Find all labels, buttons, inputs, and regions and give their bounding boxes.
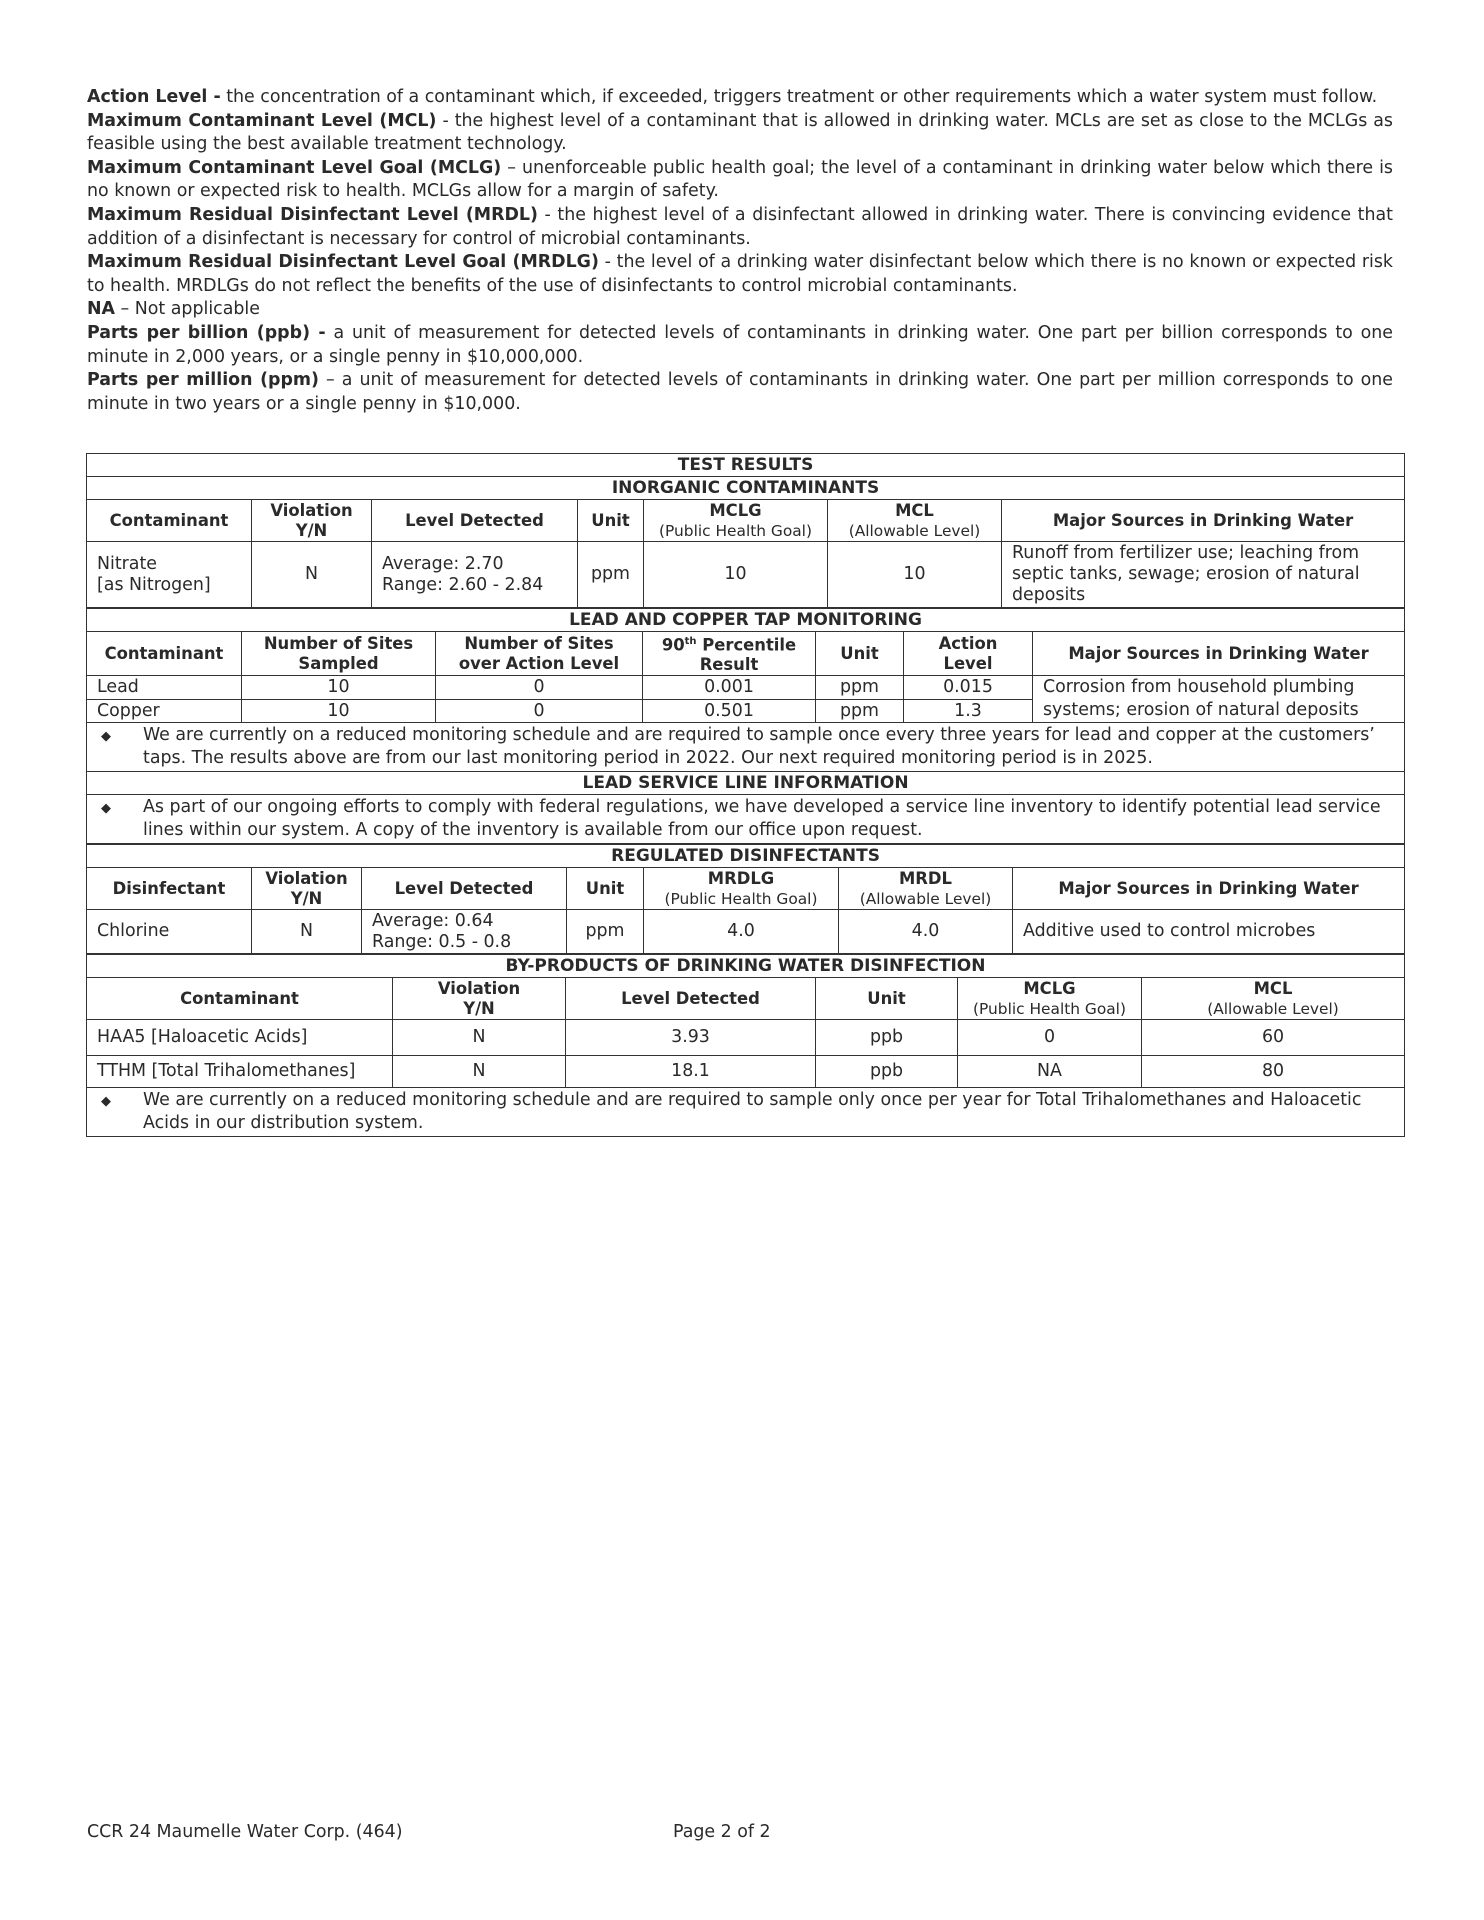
diamond-bullet-icon: ◆ — [101, 1094, 111, 1110]
definition: NA – Not applicable — [87, 299, 260, 320]
column-header: Level Detected — [565, 977, 816, 1021]
table-row: Nitrate [as Nitrogen] N Average: 2.70 Rang… — [86, 541, 1406, 608]
table-row: TTHM [Total Trihalomethanes] N 18.1 ppb … — [86, 1055, 1406, 1089]
disinfectants-table: REGULATED DISINFECTANTS Disinfectant Vio… — [85, 844, 1406, 955]
column-header: MRDL (Allowable Level) — [838, 867, 1013, 911]
footer-page-number: Page 2 of 2 — [673, 1822, 771, 1842]
table-row: HAA5 [Haloacetic Acids] N 3.93 ppb 0 60 — [86, 1019, 1406, 1057]
column-header: Unit — [566, 867, 644, 911]
column-header: Level Detected — [361, 867, 567, 911]
table-row: Lead 10 0 0.001 ppm 0.015 Corrosion from… — [86, 675, 1406, 724]
column-header: Violation Y/N — [251, 867, 362, 911]
column-header: Unit — [815, 630, 904, 677]
column-header: 90th Percentile Result — [642, 630, 816, 677]
table-row: Copper 10 0 0.501 ppm 1.3 — [86, 698, 1405, 724]
column-header: Violation Y/N — [392, 977, 566, 1021]
diamond-bullet-icon: ◆ — [101, 729, 111, 745]
column-header: Disinfectant — [86, 867, 252, 911]
definition: Maximum Contaminant Level (MCL) - the hi… — [87, 110, 1393, 155]
column-header: Unit — [815, 977, 958, 1021]
lead-copper-table: LEAD AND COPPER TAP MONITORING Contamina… — [85, 608, 1406, 845]
column-header: MCLG (Public Health Goal) — [957, 977, 1142, 1021]
definition: Maximum Residual Disinfectant Level Goal… — [87, 252, 1393, 296]
column-header: Major Sources in Drinking Water — [1031, 630, 1406, 677]
inorganic-table: TEST RESULTS INORGANIC CONTAMINANTS Cont… — [85, 453, 1406, 608]
column-header: MCL (Allowable Level) — [827, 499, 1002, 542]
column-header: MRDLG (Public Health Goal) — [643, 867, 839, 911]
definition: Parts per billion (ppb) - a unit of meas… — [87, 322, 1393, 367]
section-heading: LEAD AND COPPER TAP MONITORING — [85, 608, 1406, 632]
column-header: Major Sources in Drinking Water — [1011, 867, 1406, 911]
column-header: Action Level — [903, 630, 1033, 677]
column-header: Level Detected — [371, 499, 578, 542]
definition: Action Level - the concentration of a co… — [87, 87, 1378, 107]
column-header: Contaminant — [86, 499, 252, 542]
column-header: Contaminant — [86, 977, 393, 1021]
byproducts-table: BY-PRODUCTS OF DRINKING WATER DISINFECTI… — [85, 954, 1406, 1138]
note: ◆ We are currently on a reduced monitorin… — [85, 722, 1406, 773]
column-header: Major Sources in Drinking Water — [1000, 499, 1406, 542]
definition: Parts per million (ppm) – a unit of meas… — [87, 370, 1393, 414]
column-header: Number of Sites over Action Level — [435, 630, 643, 677]
test-results-title: TEST RESULTS — [85, 453, 1406, 477]
column-header: Number of Sites Sampled — [241, 630, 436, 677]
note: ◆ As part of our ongoing efforts to compl… — [85, 794, 1406, 845]
section-heading: INORGANIC CONTAMINANTS — [85, 476, 1406, 500]
column-header: MCL (Allowable Level) — [1140, 977, 1406, 1021]
footer-document-id: CCR 24 Maumelle Water Corp. (464) — [87, 1822, 403, 1842]
test-results: TEST RESULTS INORGANIC CONTAMINANTS Cont… — [85, 453, 1406, 1138]
note: ◆ We are currently on a reduced monitorin… — [85, 1087, 1406, 1138]
table-row: Chlorine N Average: 0.64 Range: 0.5 - 0.8… — [86, 909, 1406, 955]
section-heading: BY-PRODUCTS OF DRINKING WATER DISINFECTI… — [85, 954, 1406, 979]
column-header: Contaminant — [86, 630, 242, 677]
definition: Maximum Contaminant Level Goal (MCLG) – … — [87, 157, 1393, 202]
definition: Maximum Residual Disinfectant Level (MRD… — [87, 204, 1393, 249]
section-heading: REGULATED DISINFECTANTS — [85, 844, 1406, 869]
column-header: MCLG (Public Health Goal) — [643, 499, 828, 542]
diamond-bullet-icon: ◆ — [101, 801, 111, 817]
column-header: Unit — [577, 499, 644, 542]
definitions: Action Level - the concentration of a co… — [87, 86, 1393, 416]
section-heading: LEAD SERVICE LINE INFORMATION — [85, 771, 1406, 796]
column-header: Violation Y/N — [251, 499, 372, 542]
